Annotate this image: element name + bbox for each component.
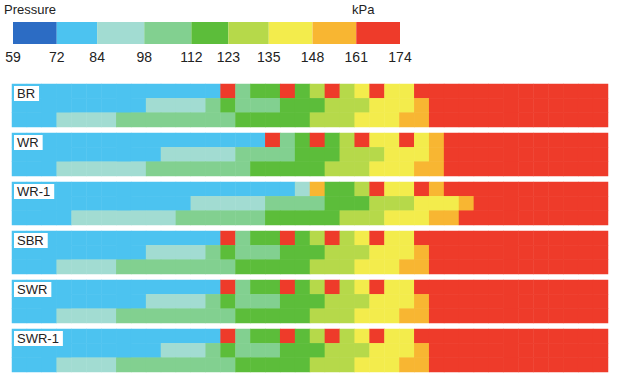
svg-text:WR: WR [17,135,39,150]
svg-text:Pressure: Pressure [4,2,56,17]
svg-text:161: 161 [345,49,369,65]
svg-text:84: 84 [89,49,105,65]
svg-text:SWR-1: SWR-1 [17,331,59,346]
svg-text:kPa: kPa [352,2,375,17]
svg-text:SWR: SWR [17,282,47,297]
svg-text:SBR: SBR [17,233,44,248]
svg-text:148: 148 [301,49,325,65]
svg-text:123: 123 [217,49,241,65]
svg-text:135: 135 [257,49,281,65]
svg-text:98: 98 [136,49,152,65]
svg-text:BR: BR [17,86,35,101]
svg-text:WR-1: WR-1 [17,184,50,199]
svg-text:112: 112 [180,49,203,65]
svg-text:174: 174 [388,49,412,65]
svg-text:59: 59 [5,49,21,65]
svg-text:72: 72 [49,49,65,65]
